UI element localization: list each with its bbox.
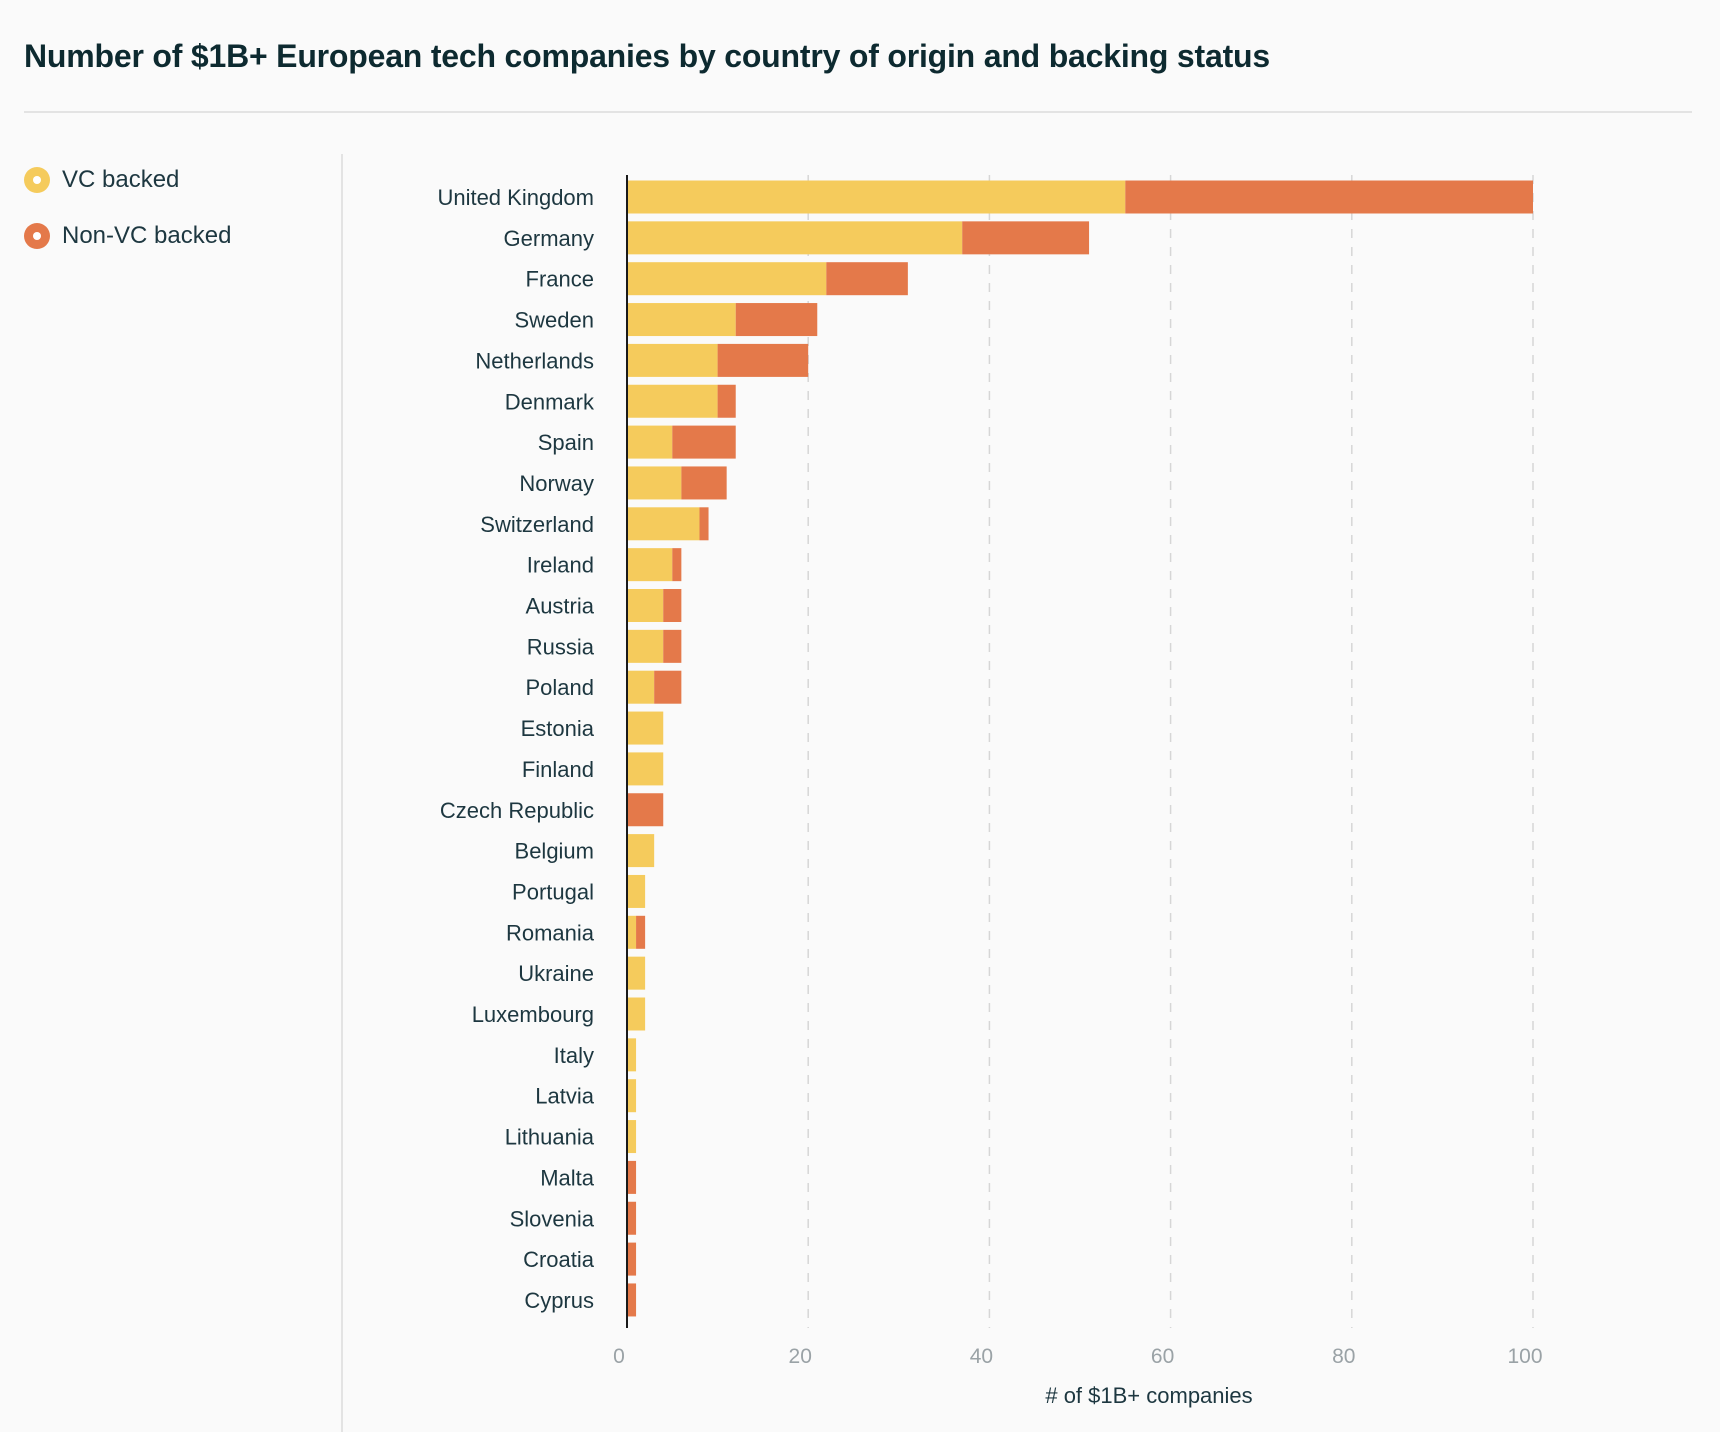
category-label-ukraine: Ukraine [518,961,594,986]
category-label-slovenia: Slovenia [510,1206,595,1231]
bar-luxembourg-vc-backed[interactable] [627,997,646,1031]
bar-united-kingdom-non-vc-backed[interactable] [1125,180,1533,214]
category-label-norway: Norway [519,471,594,496]
category-label-finland: Finland [522,757,594,782]
bar-russia-non-vc-backed[interactable] [663,629,682,663]
bar-norway-non-vc-backed[interactable] [681,466,727,500]
vc-backed-swatch-icon [24,167,50,193]
category-label-italy: Italy [554,1043,594,1068]
bar-denmark-non-vc-backed[interactable] [717,384,736,418]
non-vc-backed-swatch-icon [24,223,50,249]
bar-estonia-vc-backed[interactable] [627,711,664,745]
bar-united-kingdom-vc-backed[interactable] [627,180,1126,214]
bar-austria-vc-backed[interactable] [627,589,664,622]
bar-spain-vc-backed[interactable] [627,425,673,459]
bar-romania-vc-backed[interactable] [627,915,637,949]
category-label-estonia: Estonia [521,716,595,741]
x-tick-label-20: 20 [789,1345,812,1368]
bar-lithuania-vc-backed[interactable] [627,1120,637,1154]
bar-spain-non-vc-backed[interactable] [672,425,736,459]
category-label-belgium: Belgium [515,839,594,864]
legend: VC backed Non-VC backed [24,162,231,274]
category-label-france: France [526,267,594,292]
bar-cyprus-non-vc-backed[interactable] [627,1283,637,1317]
legend-item-vc-backed[interactable]: VC backed [24,162,231,198]
bar-netherlands-vc-backed[interactable] [627,343,718,377]
bar-latvia-vc-backed[interactable] [627,1079,637,1113]
bar-france-vc-backed[interactable] [627,262,827,296]
bars [627,180,1533,1317]
x-tick-label-100: 100 [1507,1345,1542,1368]
bar-finland-vc-backed[interactable] [627,752,664,786]
bar-germany-non-vc-backed[interactable] [962,221,1090,255]
bar-ireland-vc-backed[interactable] [627,548,673,582]
grid-lines [807,175,1534,1328]
bar-belgium-vc-backed[interactable] [627,834,655,868]
category-label-czech-republic: Czech Republic [440,798,594,823]
bar-norway-vc-backed[interactable] [627,466,682,500]
title-divider [24,111,1692,113]
x-tick-labels: 0 20 40 60 80 100 [613,1345,1542,1368]
bar-slovenia-non-vc-backed[interactable] [627,1201,637,1235]
category-label-portugal: Portugal [512,879,594,904]
x-tick-label-60: 60 [1151,1345,1174,1368]
category-label-netherlands: Netherlands [475,348,594,373]
bar-ukraine-vc-backed[interactable] [627,956,646,990]
bar-germany-vc-backed[interactable] [627,221,963,255]
legend-item-non-vc-backed[interactable]: Non-VC backed [24,218,231,254]
category-label-germany: Germany [504,226,594,251]
bar-denmark-vc-backed[interactable] [627,384,718,418]
category-label-sweden: Sweden [514,308,594,333]
bar-croatia-non-vc-backed[interactable] [627,1242,637,1276]
category-label-latvia: Latvia [535,1084,594,1109]
category-label-ireland: Ireland [527,553,594,578]
bar-sweden-vc-backed[interactable] [627,303,736,337]
bar-russia-vc-backed[interactable] [627,629,664,663]
bar-sweden-non-vc-backed[interactable] [735,303,818,337]
category-label-malta: Malta [540,1165,595,1190]
bar-poland-vc-backed[interactable] [627,670,655,704]
bar-austria-non-vc-backed[interactable] [663,589,682,622]
x-axis-title: # of $1B+ companies [1045,1383,1252,1408]
bar-netherlands-non-vc-backed[interactable] [717,343,809,377]
x-tick-label-0: 0 [613,1345,625,1368]
category-label-croatia: Croatia [523,1247,595,1272]
bar-france-non-vc-backed[interactable] [826,262,908,296]
bar-italy-vc-backed[interactable] [627,1038,637,1072]
x-tick-label-40: 40 [970,1345,993,1368]
category-label-austria: Austria [526,594,595,619]
category-label-poland: Poland [525,675,594,700]
category-labels: United Kingdom Germany France Sweden Netherl… [437,185,595,1313]
category-label-russia: Russia [527,634,595,659]
category-label-lithuania: Lithuania [505,1125,595,1150]
x-tick-label-80: 80 [1332,1345,1355,1368]
category-label-united-kingdom: United Kingdom [437,185,594,210]
bar-portugal-vc-backed[interactable] [627,874,646,908]
legend-label-non-vc-backed: Non-VC backed [62,222,232,249]
bar-poland-non-vc-backed[interactable] [654,670,682,704]
category-label-romania: Romania [506,920,595,945]
category-label-cyprus: Cyprus [524,1288,594,1313]
bar-switzerland-vc-backed[interactable] [627,507,700,541]
legend-label-vc-backed: VC backed [62,166,180,193]
category-label-switzerland: Switzerland [480,512,594,537]
bar-malta-non-vc-backed[interactable] [627,1160,637,1194]
chart-title: Number of $1B+ European tech companies b… [24,38,1270,74]
bar-czech-republic-non-vc-backed[interactable] [627,793,664,827]
bar-switzerland-non-vc-backed[interactable] [699,507,709,541]
bar-ireland-non-vc-backed[interactable] [672,548,682,582]
category-label-spain: Spain [538,430,594,455]
bar-romania-non-vc-backed[interactable] [636,915,646,949]
category-label-luxembourg: Luxembourg [472,1002,594,1027]
category-label-denmark: Denmark [505,389,595,414]
panel-divider [341,154,343,1432]
